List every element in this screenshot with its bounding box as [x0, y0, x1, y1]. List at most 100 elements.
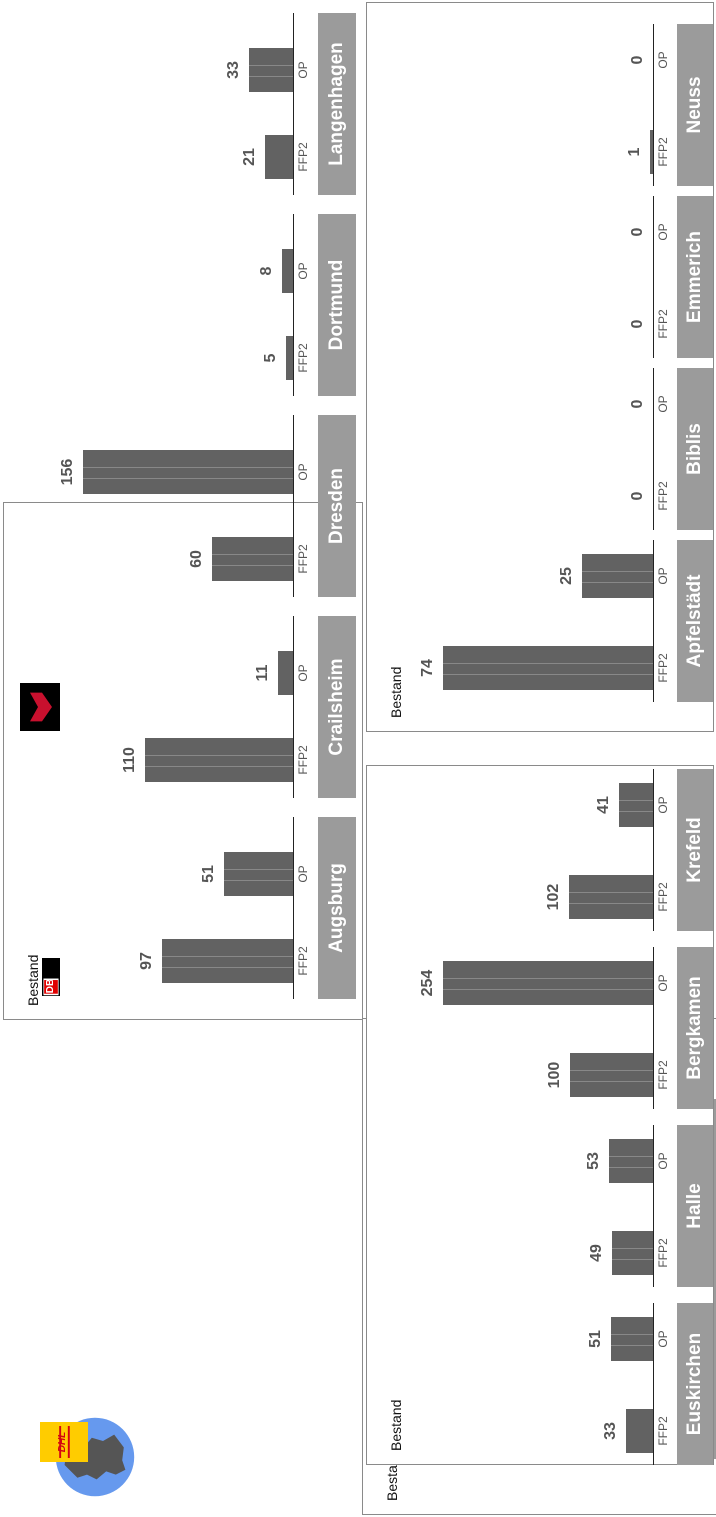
tick-label-ffp2: FFP2 — [656, 137, 670, 167]
tick-label-ffp2: FFP2 — [656, 1238, 670, 1268]
tick-label-ffp2: FFP2 — [296, 745, 310, 775]
bar-segment-line — [212, 565, 293, 566]
bar-ffp2 — [568, 875, 653, 919]
db-logo-text: DB — [45, 978, 56, 994]
bar-op — [248, 48, 293, 92]
category-label: Euskirchen — [677, 1303, 713, 1465]
panel-title: Bestand — [388, 666, 404, 718]
dhl-logo-icon: DHL — [40, 1422, 88, 1462]
bar-op — [224, 852, 293, 896]
tick-label-op: OP — [656, 51, 670, 69]
value-label: 60 — [188, 550, 206, 568]
tick-label-ffp2: FFP2 — [296, 343, 310, 373]
value-label: 0 — [629, 227, 646, 237]
category-label: Crailsheim — [318, 616, 356, 798]
bar-segment-line — [612, 1248, 653, 1249]
bar-segment-line — [568, 892, 653, 893]
bar-segment-line — [162, 967, 293, 968]
axis-line — [293, 214, 294, 396]
bar-segment-line — [610, 1345, 653, 1346]
category-label: Bergkamen — [677, 947, 713, 1109]
axis-line — [293, 13, 294, 195]
value-label: 97 — [138, 952, 156, 970]
value-label: 21 — [240, 148, 258, 166]
category-label: Biblis — [677, 368, 713, 530]
bar-segment-line — [144, 766, 293, 767]
value-label: 156 — [59, 458, 76, 486]
bar-segment-line — [83, 467, 293, 468]
bar-segment-line — [619, 800, 653, 801]
tick-label-op: OP — [296, 865, 310, 883]
tick-label-op: OP — [656, 974, 670, 992]
panel-title: Bestand — [25, 954, 41, 1006]
red-chevron-logo-icon — [20, 683, 60, 731]
tick-label-op: OP — [656, 1152, 670, 1170]
dhl-logo-icon-svg — [40, 1422, 88, 1462]
axis-line — [293, 415, 294, 597]
bar-segment-line — [619, 811, 653, 812]
bar-segment-line — [248, 65, 293, 66]
bar-ffp2 — [443, 646, 653, 690]
bar-op — [582, 554, 653, 598]
axis-line — [653, 196, 654, 358]
category-label: Apfelstädt — [677, 540, 713, 702]
bar-op — [619, 783, 653, 827]
bar-ffp2 — [286, 336, 293, 380]
bar-segment-line — [609, 1167, 653, 1168]
category-label: Krefeld — [677, 769, 713, 931]
bar-op — [610, 1317, 653, 1361]
tick-label-ffp2: FFP2 — [296, 142, 310, 172]
axis-line — [653, 947, 654, 1109]
axis-line — [293, 616, 294, 798]
value-label: 100 — [546, 1061, 564, 1089]
tick-label-ffp2: FFP2 — [656, 653, 670, 683]
value-label: 51 — [200, 865, 218, 883]
tick-label-op: OP — [656, 223, 670, 241]
bar-ffp2 — [570, 1053, 653, 1097]
bar-ffp2 — [162, 939, 293, 983]
bar-segment-line — [144, 755, 293, 756]
value-label: 41 — [595, 796, 613, 814]
bar-segment-line — [224, 869, 293, 870]
value-label: 110 — [120, 747, 138, 773]
db-logo-icon-svg — [42, 958, 60, 996]
panel-kuehne — [366, 2, 714, 732]
axis-line — [653, 24, 654, 186]
tick-label-ffp2: FFP2 — [656, 1060, 670, 1090]
bar-segment-line — [582, 571, 653, 572]
tick-label-ffp2: FFP2 — [656, 1416, 670, 1446]
bar-segment-line — [609, 1156, 653, 1157]
value-label: 33 — [224, 61, 242, 79]
bar-segment-line — [162, 956, 293, 957]
bar-segment-line — [582, 582, 653, 583]
bar-ffp2 — [264, 135, 293, 179]
bar-segment-line — [443, 674, 653, 675]
value-label: 49 — [588, 1244, 606, 1262]
value-label: 0 — [629, 491, 646, 501]
value-label: 74 — [419, 659, 436, 677]
red-chevron-logo-icon-svg — [20, 683, 60, 731]
bar-ffp2 — [144, 738, 293, 782]
bar-segment-line — [570, 1070, 653, 1071]
axis-line — [293, 817, 294, 999]
bar-segment-line — [612, 1259, 653, 1260]
db-logo-icon: DB — [42, 958, 60, 996]
bar-op — [609, 1139, 653, 1183]
value-label: 8 — [258, 266, 276, 276]
tick-label-ffp2: FFP2 — [656, 882, 670, 912]
tick-label-ffp2: FFP2 — [296, 946, 310, 976]
value-label: 254 — [419, 969, 436, 997]
tick-label-ffp2: FFP2 — [656, 309, 670, 339]
tick-label-op: OP — [296, 262, 310, 280]
bar-segment-line — [443, 663, 653, 664]
value-label: 25 — [558, 567, 576, 585]
tick-label-ffp2: FFP2 — [296, 544, 310, 574]
tick-label-op: OP — [296, 664, 310, 682]
tick-label-op: OP — [656, 796, 670, 814]
value-label: 102 — [544, 883, 562, 911]
value-label: 11 — [254, 664, 272, 682]
axis-line — [653, 769, 654, 931]
category-label: Halle — [677, 1125, 713, 1287]
bar-ffp2 — [650, 130, 653, 174]
